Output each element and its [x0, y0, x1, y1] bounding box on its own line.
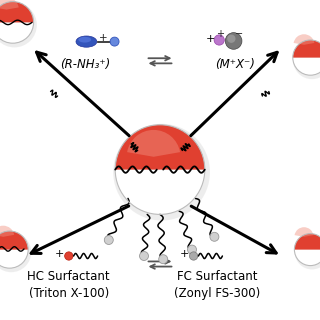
Wedge shape: [127, 130, 180, 157]
Ellipse shape: [78, 37, 91, 43]
Circle shape: [110, 37, 119, 46]
Wedge shape: [0, 2, 34, 22]
Circle shape: [189, 252, 198, 260]
Text: +: +: [99, 33, 107, 43]
Text: (R-NH₃⁺): (R-NH₃⁺): [60, 58, 110, 70]
Text: (M⁺X⁻): (M⁺X⁻): [215, 58, 255, 70]
Wedge shape: [294, 34, 314, 45]
Circle shape: [113, 124, 210, 220]
Circle shape: [214, 35, 224, 45]
Text: FC Surfactant
(Zonyl FS-300): FC Surfactant (Zonyl FS-300): [174, 270, 261, 300]
Circle shape: [227, 35, 236, 43]
Circle shape: [159, 255, 168, 264]
Wedge shape: [293, 58, 320, 75]
Circle shape: [104, 236, 113, 244]
Circle shape: [0, 232, 31, 272]
Wedge shape: [294, 250, 320, 266]
Wedge shape: [115, 170, 205, 214]
Circle shape: [295, 235, 320, 269]
Wedge shape: [0, 0, 19, 10]
Text: +: +: [216, 28, 224, 39]
Wedge shape: [0, 226, 14, 237]
Text: +: +: [205, 34, 215, 44]
Text: HC Surfactant
(Triton X-100): HC Surfactant (Triton X-100): [28, 270, 110, 300]
Wedge shape: [115, 125, 205, 170]
Circle shape: [140, 252, 148, 260]
Wedge shape: [294, 234, 320, 250]
Text: +: +: [179, 249, 189, 260]
Text: −: −: [235, 29, 244, 39]
Circle shape: [293, 41, 320, 79]
Wedge shape: [0, 250, 28, 268]
Ellipse shape: [76, 36, 97, 47]
Wedge shape: [294, 227, 314, 237]
Circle shape: [0, 3, 37, 47]
Wedge shape: [0, 22, 34, 43]
Circle shape: [188, 245, 196, 254]
Wedge shape: [0, 231, 28, 250]
Circle shape: [225, 33, 242, 49]
Circle shape: [65, 252, 73, 260]
Circle shape: [210, 232, 219, 241]
Wedge shape: [293, 40, 320, 58]
Text: +: +: [54, 249, 64, 260]
